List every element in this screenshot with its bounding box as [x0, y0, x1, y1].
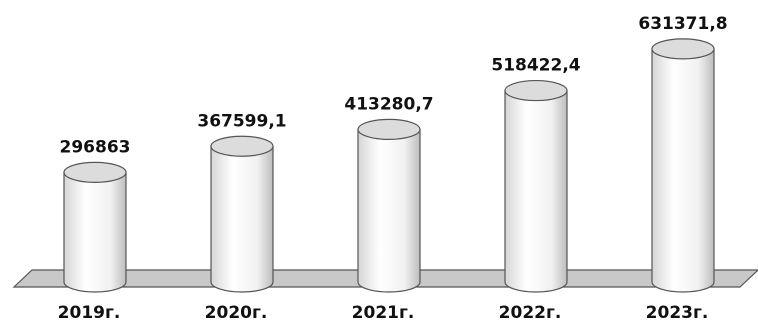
x-tick-label-4: 2022г.: [499, 303, 562, 323]
data-label-4: 518422,4: [491, 56, 580, 76]
data-label-3: 413280,7: [344, 94, 433, 114]
bar-body-2: [210, 145, 274, 293]
bars-group: 296863 367599,1 413280,7 518422,4 631371,8: [60, 14, 728, 293]
data-label-2: 367599,1: [197, 111, 286, 131]
bar-2: [210, 135, 274, 293]
x-tick-label-1: 2019г.: [58, 303, 121, 323]
bar-top-4: [504, 79, 568, 102]
bar-5: [651, 38, 715, 293]
bar-body-5: [651, 48, 715, 293]
bar-1: [63, 161, 127, 293]
bar-3: [357, 118, 421, 293]
bar-4: [504, 79, 568, 293]
x-tick-label-3: 2021г.: [352, 303, 415, 323]
data-label-5: 631371,8: [638, 14, 727, 34]
bar-top-3: [357, 118, 421, 141]
bar-body-3: [357, 128, 421, 293]
bar-body-1: [63, 171, 127, 293]
bar-top-5: [651, 38, 715, 60]
bar-body-4: [504, 89, 568, 293]
tick-labels-group: 2019г. 2020г. 2021г. 2022г. 2023г.: [58, 303, 709, 323]
data-label-1: 296863: [60, 137, 131, 157]
x-tick-label-2: 2020г.: [205, 303, 268, 323]
x-tick-label-5: 2023г.: [646, 303, 709, 323]
bar-top-2: [210, 135, 274, 157]
bar-top-1: [63, 161, 127, 183]
